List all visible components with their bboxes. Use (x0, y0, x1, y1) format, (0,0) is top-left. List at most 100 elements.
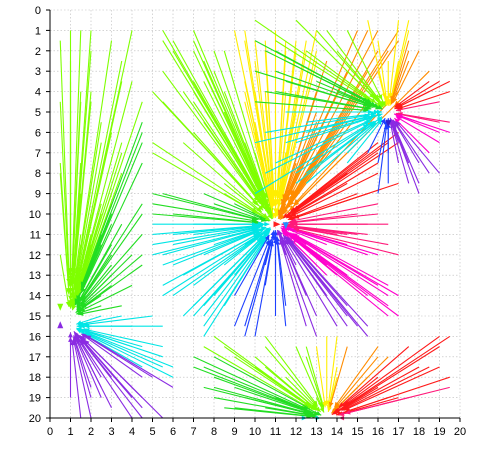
field-arrow (59, 173, 71, 295)
x-axis-ticks: 0 1 2 3 4 5 6 7 8 9 10 11 12 13 14 15 16 17 18 19 20 (47, 418, 466, 438)
field-arrow (285, 376, 321, 413)
field-arrow (278, 230, 297, 266)
x-tick-label: 2 (88, 426, 94, 438)
field-arrow (76, 338, 112, 409)
field-arrow (282, 60, 328, 200)
x-tick-label: 7 (190, 426, 196, 438)
sink-marker (273, 221, 281, 228)
field-arrow (172, 213, 261, 225)
field-arrow (203, 121, 266, 210)
y-tick-label: 11 (30, 229, 41, 241)
field-arrow (192, 30, 264, 196)
field-arrow (80, 213, 143, 302)
field-arrow (324, 336, 330, 406)
field-arrow (78, 305, 122, 316)
field-arrow (264, 203, 274, 219)
field-arrow (275, 119, 372, 164)
field-arrow (397, 91, 450, 110)
x-tick-label: 12 (290, 426, 302, 438)
vector-field (57, 19, 451, 421)
y-tick-label: 18 (29, 372, 41, 384)
field-arrow (254, 19, 369, 99)
sink-marker (57, 321, 64, 329)
field-arrow (392, 124, 420, 194)
field-arrow (84, 323, 163, 329)
x-tick-label: 9 (231, 426, 237, 438)
field-arrow (293, 227, 399, 256)
x-tick-label: 15 (351, 426, 363, 438)
sink-marker (385, 120, 392, 128)
field-arrow (292, 221, 389, 227)
field-arrow (80, 339, 143, 419)
field-arrow (345, 386, 450, 415)
y-tick-label: 15 (29, 311, 41, 323)
field-arrow (336, 50, 381, 104)
y-tick-label: 12 (29, 250, 41, 262)
field-arrow (83, 339, 164, 419)
x-tick-label: 0 (47, 426, 53, 438)
field-arrow (338, 346, 410, 408)
y-tick-label: 14 (29, 291, 41, 303)
field-arrow (328, 346, 348, 408)
y-tick-label: 19 (29, 393, 41, 405)
x-tick-label: 4 (129, 426, 135, 438)
y-tick-label: 7 (35, 148, 41, 160)
field-arrow (395, 120, 440, 174)
x-tick-label: 17 (392, 426, 404, 438)
field-arrow (288, 101, 369, 207)
field-arrow (234, 356, 314, 410)
x-tick-label: 1 (67, 426, 73, 438)
x-tick-label: 16 (372, 426, 384, 438)
x-tick-label: 11 (270, 426, 281, 438)
field-arrow (335, 356, 389, 410)
field-arrow (346, 117, 383, 154)
field-arrow (357, 113, 383, 123)
y-tick-label: 16 (29, 331, 41, 343)
field-arrow (78, 30, 133, 274)
field-arrow (316, 397, 325, 413)
field-arrow (193, 223, 264, 235)
field-arrow (343, 335, 440, 407)
field-arrow (264, 346, 318, 408)
y-tick-label: 1 (35, 25, 41, 37)
x-tick-label: 6 (170, 426, 176, 438)
field-arrow (71, 101, 92, 284)
field-arrow (275, 236, 287, 306)
field-arrow (340, 366, 420, 411)
field-arrow (377, 91, 386, 107)
y-tick-label: 6 (35, 127, 41, 139)
field-arrow (293, 182, 399, 219)
field-arrow (275, 239, 287, 327)
y-tick-label: 10 (29, 209, 41, 221)
x-tick-label: 8 (211, 426, 217, 438)
x-tick-label: 20 (454, 426, 466, 438)
field-arrow (293, 237, 399, 317)
y-tick-label: 5 (35, 107, 41, 119)
field-arrow (77, 223, 123, 303)
field-arrow (377, 124, 389, 194)
field-arrow (85, 334, 174, 388)
field-arrow (357, 81, 385, 108)
y-tick-label: 20 (29, 413, 41, 425)
sink-marker (282, 222, 289, 230)
field-arrow (392, 50, 420, 104)
field-arrow (80, 162, 143, 294)
field-arrow (80, 234, 143, 305)
field-arrow (255, 221, 270, 227)
field-arrow (367, 101, 383, 110)
field-arrow (234, 234, 270, 296)
field-arrow (344, 335, 451, 407)
x-tick-label: 19 (433, 426, 445, 438)
y-tick-label: 8 (35, 168, 41, 180)
y-tick-label: 17 (29, 352, 41, 364)
field-arrow (182, 231, 262, 276)
x-tick-label: 18 (413, 426, 425, 438)
field-arrow (273, 237, 278, 316)
field-arrow (397, 114, 450, 133)
field-arrow (288, 240, 369, 337)
field-arrow (346, 119, 383, 164)
field-arrow (244, 228, 272, 256)
field-arrow (395, 116, 440, 144)
